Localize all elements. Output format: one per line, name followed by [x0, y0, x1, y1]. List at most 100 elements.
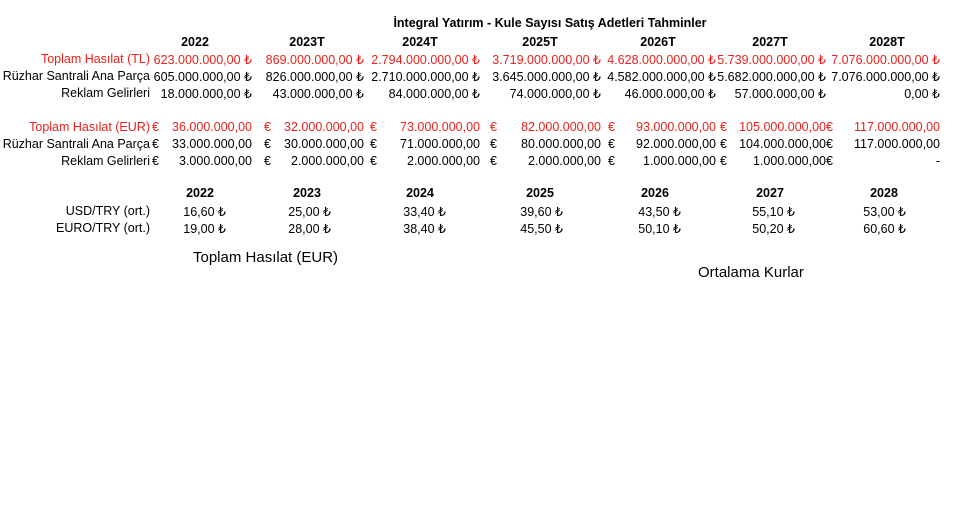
- table-cell: 5.739.000.000,00 ₺: [717, 53, 826, 67]
- row-label: Rüzhar Santrali Ana Parça: [2, 69, 150, 83]
- table-cell: 623.000.000,00 ₺: [153, 53, 252, 67]
- euro-symbol: €: [490, 120, 497, 134]
- table-cell: 50,10 ₺: [638, 222, 681, 236]
- table-cell: 73.000.000,00: [400, 120, 480, 134]
- table-cell: 869.000.000,00 ₺: [265, 53, 364, 67]
- euro-symbol: €: [826, 137, 833, 151]
- table-cell: 25,00 ₺: [288, 205, 331, 219]
- table-cell: 2.710.000.000,00 ₺: [371, 70, 480, 84]
- euro-symbol: €: [264, 154, 271, 168]
- table-cell: 45,50 ₺: [520, 222, 563, 236]
- year-header: 2024: [406, 186, 434, 200]
- row-label: Reklam Gelirleri: [61, 154, 150, 168]
- euro-symbol: €: [152, 154, 159, 168]
- year-header: 2026: [641, 186, 669, 200]
- table-cell: 2.000.000,00: [528, 154, 601, 168]
- year-header: 2022: [186, 186, 214, 200]
- year-header: 2027: [756, 186, 784, 200]
- table-cell: 43,50 ₺: [638, 205, 681, 219]
- year-header: 2026T: [640, 35, 676, 49]
- table-cell: 7.076.000.000,00 ₺: [831, 70, 940, 84]
- table-cell: 117.000.000,00: [854, 120, 940, 134]
- table-cell: 53,00 ₺: [863, 205, 906, 219]
- table-cell: 46.000.000,00 ₺: [624, 87, 716, 101]
- bar-chart: 0,00 ₺10,00 ₺20,00 ₺30,00 ₺40,00 ₺50,00 …: [535, 285, 980, 510]
- table-cell: 50,20 ₺: [752, 222, 795, 236]
- table-cell: 55,10 ₺: [752, 205, 795, 219]
- table-cell: 1.000.000,00: [753, 154, 826, 168]
- table-cell: 117.000.000,00: [854, 137, 940, 151]
- table-cell: 0,00 ₺: [904, 87, 940, 101]
- table-cell: 39,60 ₺: [520, 205, 563, 219]
- table-cell: 2.794.000.000,00 ₺: [371, 53, 480, 67]
- row-label: Rüzhar Santrali Ana Parça: [2, 137, 150, 151]
- table-cell: 18.000.000,00 ₺: [160, 87, 252, 101]
- report-title: İntegral Yatırım - Kule Sayısı Satış Ade…: [393, 16, 707, 30]
- row-label: Toplam Hasılat (EUR): [29, 120, 150, 134]
- table-cell: 4.628.000.000,00 ₺: [607, 53, 716, 67]
- row-label: Reklam Gelirleri: [61, 86, 150, 100]
- table-cell: 605.000.000,00 ₺: [153, 70, 252, 84]
- row-label: USD/TRY (ort.): [65, 204, 150, 218]
- table-cell: 80.000.000,00: [521, 137, 601, 151]
- year-header: 2024T: [402, 35, 438, 49]
- euro-symbol: €: [826, 120, 833, 134]
- table-cell: 2.000.000,00: [407, 154, 480, 168]
- euro-symbol: €: [490, 137, 497, 151]
- table-cell: 3.645.000.000,00 ₺: [492, 70, 601, 84]
- table-cell: 7.076.000.000,00 ₺: [831, 53, 940, 67]
- euro-symbol: €: [608, 120, 615, 134]
- euro-symbol: €: [608, 154, 615, 168]
- euro-symbol: €: [720, 154, 727, 168]
- year-header: 2025T: [522, 35, 558, 49]
- euro-symbol: €: [826, 154, 833, 168]
- table-cell: 32.000.000,00: [284, 120, 364, 134]
- table-cell: 57.000.000,00 ₺: [734, 87, 826, 101]
- table-cell: 38,40 ₺: [403, 222, 446, 236]
- year-header: 2027T: [752, 35, 788, 49]
- table-cell: 2.000.000,00: [291, 154, 364, 168]
- table-cell: 5.682.000.000,00 ₺: [717, 70, 826, 84]
- table-cell: 92.000.000,00: [636, 137, 716, 151]
- euro-symbol: €: [608, 137, 615, 151]
- table-cell: 84.000.000,00 ₺: [388, 87, 480, 101]
- euro-symbol: €: [370, 120, 377, 134]
- table-cell: 36.000.000,00: [172, 120, 252, 134]
- year-header: 2023T: [289, 35, 325, 49]
- table-cell: 28,00 ₺: [288, 222, 331, 236]
- year-header: 2028T: [869, 35, 905, 49]
- bar-chart-title: Ortalama Kurlar: [698, 264, 804, 281]
- table-cell: 3.000.000,00: [179, 154, 252, 168]
- year-header: 2028: [870, 186, 898, 200]
- euro-symbol: €: [264, 137, 271, 151]
- year-header: 2022: [181, 35, 209, 49]
- table-cell: 33,40 ₺: [403, 205, 446, 219]
- table-cell: 105.000.000,00: [739, 120, 826, 134]
- table-cell: 826.000.000,00 ₺: [265, 70, 364, 84]
- table-cell: 4.582.000.000,00 ₺: [607, 70, 716, 84]
- table-cell: 19,00 ₺: [183, 222, 226, 236]
- line-chart-title: Toplam Hasılat (EUR): [193, 249, 339, 266]
- euro-symbol: €: [370, 137, 377, 151]
- euro-symbol: €: [264, 120, 271, 134]
- row-label: Toplam Hasılat (TL): [40, 52, 150, 66]
- euro-symbol: €: [720, 137, 727, 151]
- euro-symbol: €: [152, 120, 159, 134]
- euro-symbol: €: [370, 154, 377, 168]
- table-cell: 43.000.000,00 ₺: [272, 87, 364, 101]
- line-chart: € -€ 20.000.000,00€ 40.000.000,00€ 60.00…: [0, 270, 520, 510]
- table-cell: 30.000.000,00: [284, 137, 364, 151]
- row-label: EURO/TRY (ort.): [56, 221, 150, 235]
- table-cell: 60,60 ₺: [863, 222, 906, 236]
- euro-symbol: €: [152, 137, 159, 151]
- table-cell: 3.719.000.000,00 ₺: [492, 53, 601, 67]
- euro-symbol: €: [720, 120, 727, 134]
- table-cell: 16,60 ₺: [183, 205, 226, 219]
- table-cell: 1.000.000,00: [643, 154, 716, 168]
- table-cell: 82.000.000,00: [521, 120, 601, 134]
- year-header: 2025: [526, 186, 554, 200]
- euro-symbol: €: [490, 154, 497, 168]
- table-cell: 104.000.000,00: [739, 137, 826, 151]
- table-cell: 74.000.000,00 ₺: [509, 87, 601, 101]
- year-header: 2023: [293, 186, 321, 200]
